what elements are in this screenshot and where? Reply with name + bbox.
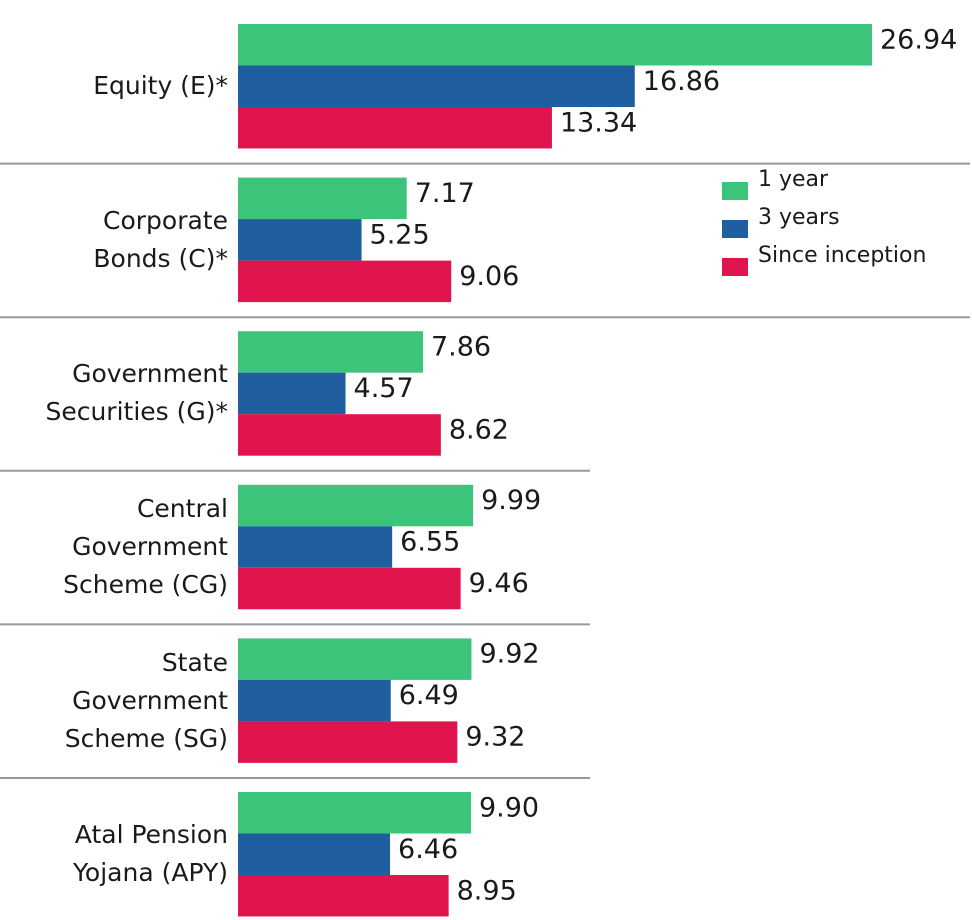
value-label: 13.34: [560, 107, 637, 138]
value-label: 5.25: [370, 219, 430, 250]
bar: [238, 680, 391, 722]
bar: [238, 721, 457, 763]
bar: [238, 568, 461, 610]
bar: [238, 526, 392, 568]
value-label: 9.99: [481, 485, 541, 516]
legend-label: 1 year: [758, 167, 829, 192]
bar: [238, 414, 441, 456]
bar: [238, 24, 872, 66]
legend-swatch: [722, 182, 748, 200]
value-label: 8.95: [457, 875, 517, 906]
legend-label: Since inception: [758, 243, 926, 268]
value-label: 16.86: [643, 66, 720, 97]
bar: [238, 178, 407, 220]
bar: [238, 261, 451, 303]
category-label: State Government Scheme (SG): [28, 644, 228, 758]
category-label: Equity (E)*: [28, 67, 228, 105]
value-label: 7.17: [415, 178, 475, 209]
category-label: Atal Pension Yojana (APY): [28, 816, 228, 892]
legend-swatch: [722, 220, 748, 238]
legend-label: 3 years: [758, 205, 840, 230]
bar: [238, 485, 473, 527]
legend-swatch: [722, 258, 748, 276]
value-label: 9.32: [465, 722, 525, 753]
bar: [238, 834, 390, 876]
value-label: 6.49: [399, 680, 459, 711]
value-label: 9.46: [469, 568, 529, 599]
bar: [238, 373, 346, 415]
value-label: 4.57: [354, 373, 414, 404]
category-label: Government Securities (G)*: [28, 355, 228, 431]
value-label: 9.92: [479, 639, 539, 670]
category-label: Central Government Scheme (CG): [28, 490, 228, 604]
value-label: 8.62: [449, 414, 509, 445]
bar: [238, 107, 552, 149]
value-label: 26.94: [880, 24, 957, 55]
value-label: 9.06: [459, 261, 519, 292]
value-label: 6.46: [398, 834, 458, 865]
bar: [238, 331, 423, 373]
chart-canvas: 26.94 16.8613.34 7.17 5.25 9.06 7.86 4.57 8.62 9…: [0, 0, 972, 920]
category-label: Corporate Bonds (C)*: [28, 202, 228, 278]
value-label: 7.86: [431, 331, 491, 362]
bar: [238, 66, 635, 108]
bar: [238, 875, 449, 917]
value-label: 6.55: [400, 527, 460, 558]
bar: [238, 638, 471, 680]
bar: [238, 792, 471, 834]
chart: 26.94 16.8613.34 7.17 5.25 9.06 7.86 4.57 8.62 9…: [0, 0, 972, 920]
bar: [238, 219, 362, 261]
value-label: 9.90: [479, 792, 539, 823]
